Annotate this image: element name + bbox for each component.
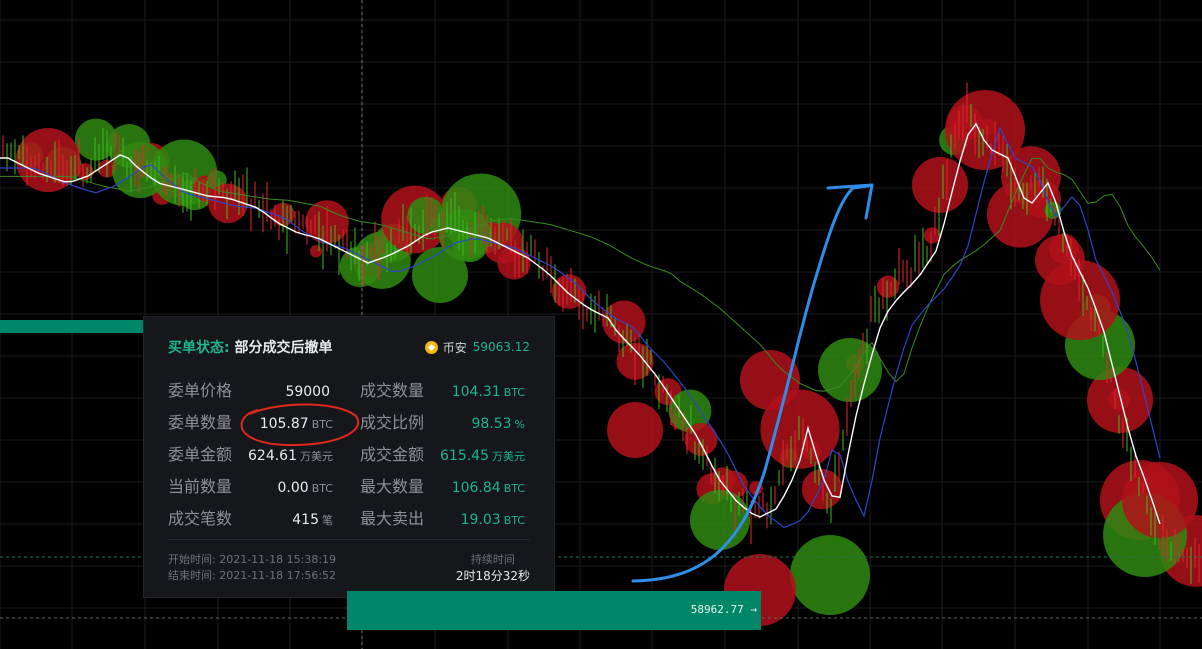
detail-key: 最大卖出 [360,509,425,528]
detail-value-wrap: 59000 [285,381,333,400]
buy-bubble [439,209,491,261]
detail-key: 成交金额 [360,445,425,464]
detail-unit: BTC [311,482,333,495]
order-bubbles [16,90,1202,626]
detail-value: 98.53 [471,416,512,432]
detail-unit: 笔 [322,514,333,527]
exchange-price: 59063.12 [472,340,530,354]
detail-key: 成交数量 [360,381,425,400]
sell-bubble [1122,462,1198,538]
sell-bubble [684,422,718,456]
detail-value: 59000 [285,384,330,400]
time-range: 开始时间: 2021-11-18 15:38:19 结束时间: 2021-11-… [168,552,336,584]
detail-right-2: 成交金额 615.45 万美元 [360,441,525,465]
detail-left-4: 成交笔数 415 笔 [168,505,333,529]
detail-value-wrap: 624.61 万美元 [248,445,333,464]
order-level-bar [0,320,143,333]
buy-bubble [818,338,882,402]
order-tooltip: 买单状态: 部分成交后撤单 币安 59063.12 委单价格 59000 成交数量 1… [143,316,555,598]
ma-long-line [0,157,1161,392]
start-time: 开始时间: 2021-11-18 15:38:19 [168,553,337,566]
detail-unit: 万美元 [300,450,333,463]
sell-bubble [740,350,800,410]
detail-value-wrap: 615.45 万美元 [440,445,525,464]
detail-unit: 万美元 [492,450,525,463]
detail-value: 19.03 [460,512,501,528]
candlesticks [2,82,1200,584]
detail-key: 委单数量 [168,413,233,432]
detail-key: 成交笔数 [168,509,233,528]
divider [168,539,530,540]
detail-value-wrap: 0.00 BTC [278,477,333,496]
sell-bubble [1035,235,1085,285]
detail-key: 委单价格 [168,381,233,400]
detail-value: 624.61 [248,448,297,464]
detail-unit: BTC [503,386,525,399]
detail-key: 当前数量 [168,477,233,496]
detail-value: 106.84 [451,480,501,496]
duration-value: 2时18分32秒 [455,569,530,583]
last-price-tag: 58962.77 → [347,591,761,630]
detail-value: 104.31 [451,384,501,400]
sell-bubble [551,274,587,309]
detail-left-2: 委单金额 624.61 万美元 [168,441,333,465]
sell-bubble [208,183,248,224]
detail-value-wrap: 106.84 BTC [452,477,525,496]
sell-bubble [607,402,663,458]
ma-mid-line [0,126,1161,528]
duration-label: 持续时间 [470,553,515,566]
ma-short-line [0,122,1161,525]
last-price-value: 58962.77 → [690,603,757,616]
sell-bubble [876,275,900,298]
sell-bubble [945,90,1025,170]
detail-value: 615.45 [440,448,489,464]
detail-right-1: 成交比例 98.53% [360,409,525,433]
detail-right-0: 成交数量 104.31 BTC [360,377,525,401]
red-circle-annotation [240,403,359,447]
duration: 持续时间 2时18分32秒 [456,552,530,584]
tooltip-header: 买单状态: 部分成交后撤单 币安 59063.12 [168,337,530,357]
detail-unit: BTC [311,418,333,431]
end-time: 结束时间: 2021-11-18 17:56:52 [168,569,337,582]
detail-value-wrap: 105.87 BTC [260,413,333,432]
hand-drawn-arrow [631,183,874,583]
binance-icon [424,340,438,354]
detail-right-4: 最大卖出 19.03 BTC [360,505,525,529]
sell-bubble [923,227,941,244]
exchange-name: 币安 [442,340,467,355]
order-status-label: 买单状态: [168,340,230,356]
buy-bubble [790,535,870,615]
sell-bubble [801,468,843,510]
sell-bubble [16,128,80,192]
detail-value: 105.87 [259,416,309,432]
detail-key: 最大数量 [360,477,425,496]
detail-key: 委单金额 [168,445,233,464]
order-status: 买单状态: 部分成交后撤单 [168,337,332,357]
detail-unit: BTC [503,514,525,527]
detail-unit: BTC [503,482,525,495]
detail-unit: % [514,418,525,431]
detail-value-wrap: 98.53% [471,413,525,432]
sell-bubble [309,245,323,258]
order-status-value: 部分成交后撤单 [234,340,333,356]
detail-value: 415 [292,512,319,528]
detail-left-1: 委单数量 105.87 BTC [168,409,333,433]
sell-bubble [912,157,968,213]
detail-key: 成交比例 [360,413,425,432]
detail-left-3: 当前数量 0.00 BTC [168,473,333,497]
detail-value: 0.00 [277,480,309,496]
buy-bubble [690,490,750,550]
buy-bubble [412,247,468,303]
detail-value-wrap: 415 笔 [292,509,333,528]
sell-bubble [1087,367,1153,433]
detail-right-3: 最大数量 106.84 BTC [360,473,525,497]
detail-value-wrap: 19.03 BTC [461,509,525,528]
detail-left-0: 委单价格 59000 [168,377,333,401]
exchange-info: 币安 59063.12 [424,339,530,356]
detail-value-wrap: 104.31 BTC [452,381,525,400]
